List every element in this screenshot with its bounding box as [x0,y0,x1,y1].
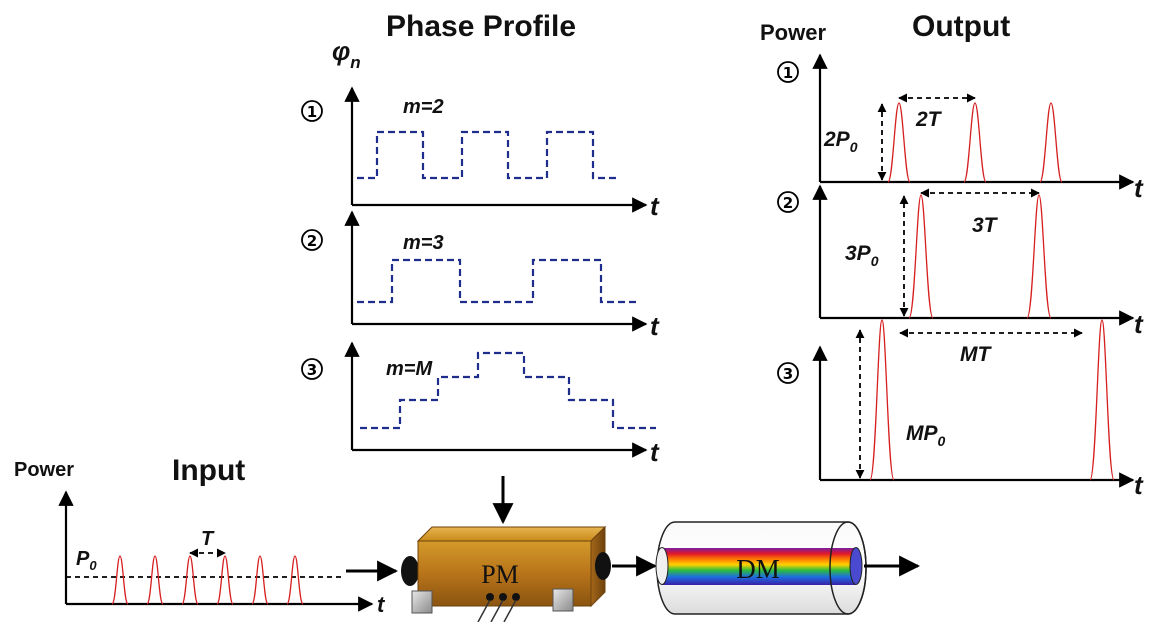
output-title: Output [912,10,1010,43]
output-pulse [908,194,934,319]
output-pulse [963,102,987,183]
period-label: 3T [972,214,999,237]
phase-profile-title: Phase Profile [386,10,576,43]
output-row-3: 3 t MT MP0 [777,319,1144,500]
phase-profile-panel: Phase Profile φn 1 t m=2 2 t m=3 3 [301,10,660,467]
time-axis-label: t [650,311,660,341]
phase-profile-line [360,351,656,430]
power-label: MP0 [906,422,946,449]
marker-circle-1 [777,61,799,83]
pm-electrode-wire [490,599,504,622]
phase-modulator: PM [401,525,611,622]
marker-number: 2 [307,232,317,250]
marker-number: 3 [783,365,793,383]
pm-electrode-wire [503,599,517,622]
time-axis-label: t [1134,173,1144,203]
pm-electrode-pin [499,593,507,601]
marker-circle-1 [301,100,323,122]
dm-label: DM [736,554,780,584]
output-panel: Output Power 1 t 2P0 2T 2 t [760,10,1144,500]
time-axis-label: t [1134,470,1144,500]
output-pulse [1089,319,1115,481]
marker-circle-2 [301,229,323,251]
time-axis-label: t [650,437,660,467]
output-row-2: 2 t 3P0 3T [777,184,1144,339]
input-pulse [286,555,304,605]
pm-fiber-connector-right [595,552,611,580]
phase-row-1: 1 t m=2 [301,86,660,221]
phase-row-label: m=M [386,358,433,380]
time-axis-label: t [1134,309,1144,339]
dm-rainbow-core [662,548,856,585]
signal-path: PM DM [346,476,921,622]
marker-number: 2 [783,194,793,212]
marker-circle-2 [777,191,799,213]
power-label: 3P0 [845,242,879,269]
phase-row-2: 2 t m=3 [301,210,660,341]
output-pulse [1039,102,1063,183]
phase-row-3: 3 t m=M [301,341,660,467]
output-pulse [1026,194,1052,319]
phase-row-label: m=2 [403,96,444,118]
dm-core-exit [849,547,863,585]
pm-label: PM [481,560,519,589]
marker-number: 1 [307,103,317,121]
pm-electrode-wire [477,599,491,622]
phase-axis-symbol: φn [332,36,361,72]
period-label: MT [960,343,992,366]
pm-mount-left [411,590,433,614]
marker-circle-3 [301,358,323,380]
input-power-label-p0: P0 [76,548,97,573]
input-pulse [181,555,199,605]
power-label: 2P0 [823,128,858,155]
period-label: T [201,528,215,550]
pm-electrode-pin [512,593,520,601]
pm-electrode-pin [486,593,494,601]
period-label: 2T [915,108,943,131]
dm-core-entry [655,547,669,585]
marker-circle-3 [777,362,799,384]
time-axis-label: t [377,592,386,617]
input-pulse [111,555,129,605]
time-axis-label: t [650,191,660,221]
dm-cylinder-end [829,521,867,615]
output-pulse [869,319,895,481]
pm-top-face [416,526,607,542]
input-power-label: Power [14,459,74,481]
phase-row-label: m=3 [403,232,444,254]
phase-profile-line [357,258,638,304]
output-row-1: 1 t 2P0 2T [777,53,1144,203]
input-title: Input [172,454,245,487]
input-pulse [216,555,234,605]
output-pulse [887,102,911,183]
phase-profile-line [357,130,618,180]
input-pulse [146,555,164,605]
output-power-label: Power [760,20,826,45]
input-panel: Input Power t P0 T [14,454,386,617]
marker-number: 1 [783,64,793,82]
pm-fiber-connector-left [401,556,419,586]
input-pulse [251,555,269,605]
pm-mount-right [552,588,574,612]
dispersive-medium: DM [655,521,867,615]
marker-number: 3 [307,361,317,379]
